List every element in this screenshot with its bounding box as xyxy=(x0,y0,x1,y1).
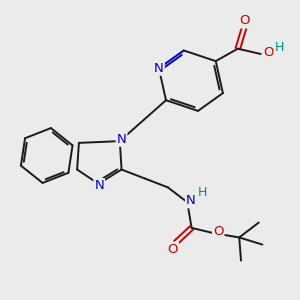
Text: N: N xyxy=(94,179,104,192)
Text: O: O xyxy=(167,243,178,256)
Text: OH: OH xyxy=(264,45,283,58)
Text: N: N xyxy=(117,133,126,146)
Text: H: H xyxy=(275,41,284,54)
Text: N: N xyxy=(154,62,164,75)
Text: H: H xyxy=(198,186,207,199)
Text: N: N xyxy=(186,194,196,207)
Text: O: O xyxy=(240,14,250,28)
Text: O: O xyxy=(213,225,224,238)
Text: O: O xyxy=(263,46,273,59)
